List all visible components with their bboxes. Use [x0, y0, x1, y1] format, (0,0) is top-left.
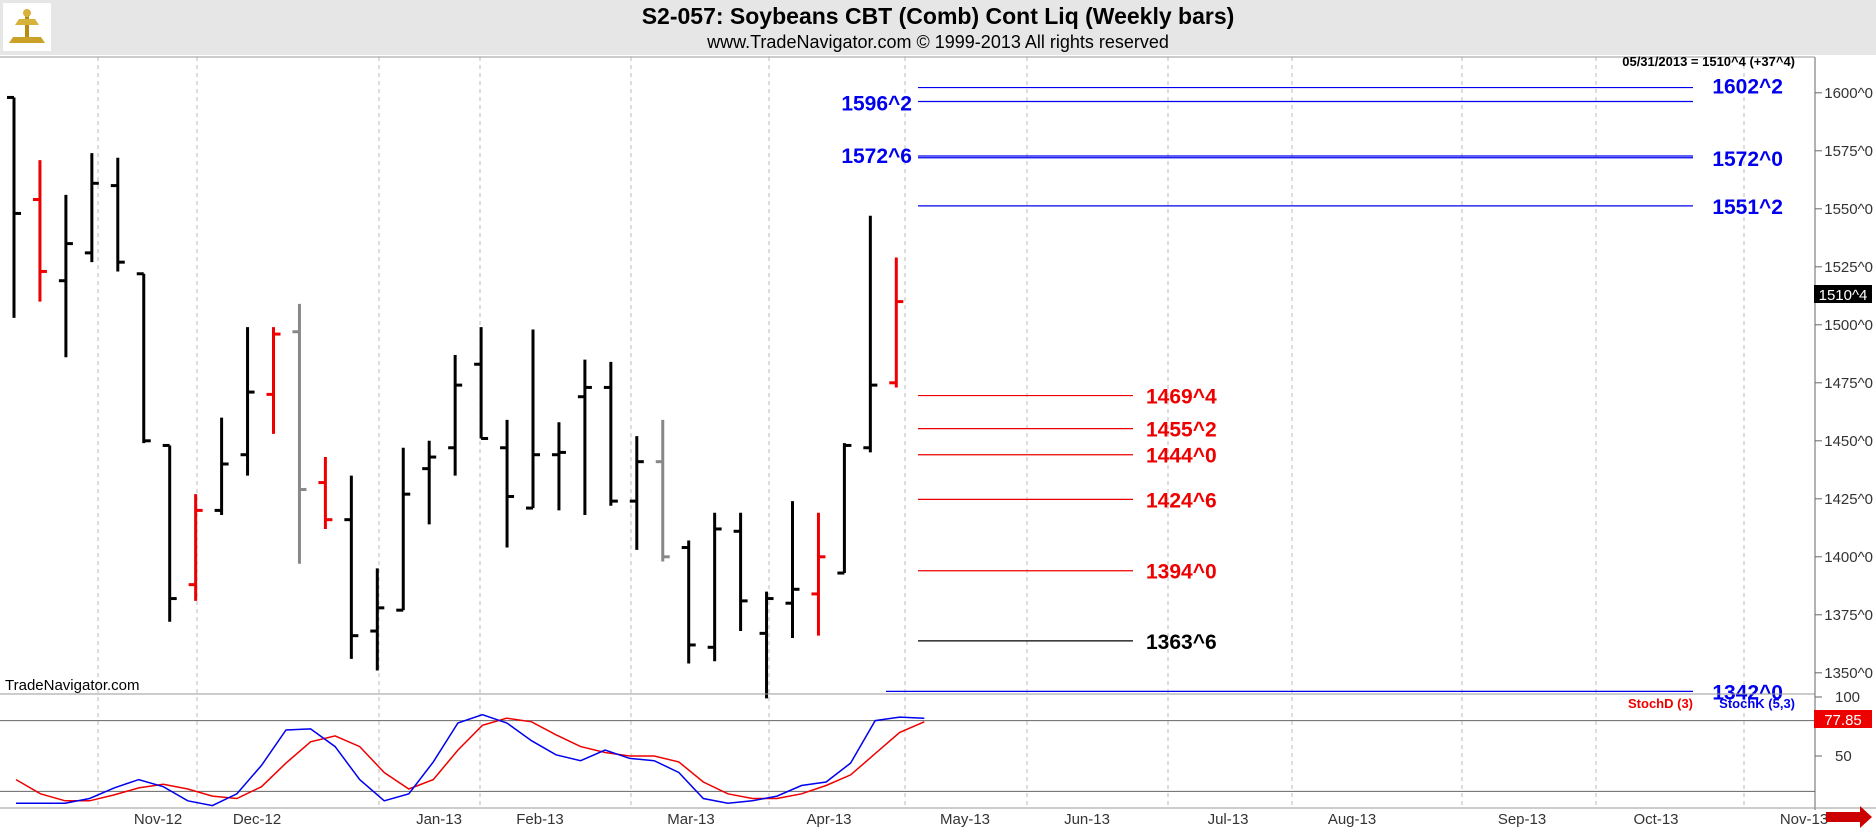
month-label: Oct-13: [1633, 811, 1678, 828]
price-level-label: 1469^4: [1146, 386, 1217, 409]
month-label: Jun-13: [1064, 811, 1110, 828]
price-tick-label: 1400^0: [1824, 549, 1873, 566]
price-level-label: 1424^6: [1146, 489, 1217, 512]
ohlc-bar: [785, 501, 800, 638]
ohlc-bar: [603, 361, 618, 506]
price-level-label: 1596^2: [841, 93, 912, 116]
month-label: Nov-12: [134, 811, 182, 828]
ohlc-bar: [7, 95, 21, 318]
grid-lines: [97, 57, 1745, 808]
month-label: Dec-12: [233, 811, 281, 828]
stoch-last-value: 77.85: [1824, 712, 1862, 729]
chart-title: S2-057: Soybeans CBT (Comb) Cont Liq (We…: [641, 3, 1235, 29]
current-price-box: [1814, 285, 1872, 303]
price-tick-label: 1450^0: [1824, 433, 1873, 450]
price-level-label: 1444^0: [1146, 445, 1217, 468]
month-label: Sep-13: [1498, 811, 1546, 828]
price-levels: 1602^2 1596^2 1572^6 1572^0 1551^2 1469^4 1455…: [841, 76, 1783, 705]
ohlc-bar: [889, 257, 904, 388]
ohlc-bar: [214, 417, 229, 516]
ohlc-bar: [318, 457, 333, 529]
ohlc-bar: [759, 591, 774, 699]
ohlc-bar: [136, 272, 151, 444]
watermark: TradeNavigator.com: [5, 677, 140, 694]
ohlc-bar: [84, 153, 99, 263]
ohlc-bar: [188, 494, 203, 601]
price-tick-label: 1500^0: [1824, 317, 1873, 334]
month-label: Aug-13: [1328, 811, 1376, 828]
ohlc-bar: [551, 422, 566, 511]
ohlc-bar: [655, 419, 670, 562]
ohlc-bar: [266, 327, 281, 434]
price-tick-label: 1525^0: [1824, 259, 1873, 276]
stoch-d-line: [15, 717, 925, 802]
ohlc-bar: [110, 157, 125, 272]
chart-subtitle: www.TradeNavigator.com © 1999-2013 All r…: [707, 32, 1169, 52]
ohlc-bar: [500, 419, 515, 548]
price-level-label: 1551^2: [1712, 196, 1783, 219]
month-label: Mar-13: [667, 811, 715, 828]
ohlc-bar: [863, 215, 878, 453]
ohlc-bar: [577, 359, 592, 516]
ohlc-bar: [448, 354, 463, 476]
stoch-tick-label: 100: [1835, 689, 1860, 706]
stoch-k-legend: StochK (5,3): [1719, 696, 1795, 711]
ohlc-bar: [837, 443, 852, 575]
price-level-label: 1342^0: [1712, 681, 1783, 704]
month-label: Feb-13: [516, 811, 564, 828]
month-label: May-13: [940, 811, 990, 828]
last-price-info: 05/31/2013 = 1510^4 (+37^4): [1622, 54, 1795, 69]
ohlc-bar: [32, 160, 47, 302]
ohlc-bar: [162, 443, 177, 622]
price-tick-label: 1600^0: [1824, 85, 1873, 102]
ohlc-bar: [422, 440, 437, 525]
trade-navigator-logo-icon: [3, 3, 51, 51]
stochastic-panel: [0, 713, 1815, 807]
stoch-k-line: [16, 713, 925, 807]
ohlc-bar: [681, 540, 696, 664]
ohlc-bar: [707, 512, 722, 662]
price-tick-label: 1425^0: [1824, 491, 1873, 508]
month-label: Apr-13: [806, 811, 851, 828]
ohlc-bar: [58, 194, 73, 358]
ohlc-bar: [733, 512, 748, 632]
month-label: Nov-13: [1780, 811, 1828, 828]
price-level-label: 1572^0: [1712, 148, 1783, 171]
price-bars: [7, 95, 904, 699]
chart-header: S2-057: Soybeans CBT (Comb) Cont Liq (We…: [0, 0, 1876, 55]
ohlc-bar: [396, 447, 411, 612]
stoch-tick-label: 50: [1835, 748, 1852, 765]
ohlc-bar: [526, 329, 540, 510]
stoch-d-legend: StochD (3): [1628, 696, 1693, 711]
price-tick-label: 1550^0: [1824, 201, 1873, 218]
price-level-label: 1363^6: [1146, 631, 1217, 654]
price-tick-label: 1375^0: [1824, 607, 1873, 624]
price-level-label: 1572^6: [841, 145, 912, 168]
ohlc-bar: [474, 327, 489, 440]
month-label: Jan-13: [416, 811, 462, 828]
current-price-label: 1510^4: [1819, 287, 1868, 304]
price-level-label: 1394^0: [1146, 561, 1217, 584]
month-label: Jul-13: [1208, 811, 1249, 828]
ohlc-bar: [370, 568, 385, 671]
ohlc-bar: [240, 327, 255, 476]
price-tick-label: 1475^0: [1824, 375, 1873, 392]
price-level-label: 1602^2: [1712, 76, 1783, 99]
axes: Nov-12 Dec-12 Jan-13 Feb-13 Mar-13 Apr-13 May-…: [0, 56, 1876, 828]
price-tick-label: 1575^0: [1824, 143, 1873, 160]
price-level-label: 1455^2: [1146, 419, 1217, 442]
ohlc-bar: [629, 436, 644, 550]
stoch-last-value-box: [1814, 710, 1872, 728]
ohlc-bar: [292, 303, 307, 564]
ohlc-bar: [344, 475, 359, 659]
scroll-right-arrow-icon[interactable]: [1826, 806, 1872, 828]
price-tick-label: 1350^0: [1824, 665, 1873, 682]
ohlc-bar: [811, 512, 826, 636]
